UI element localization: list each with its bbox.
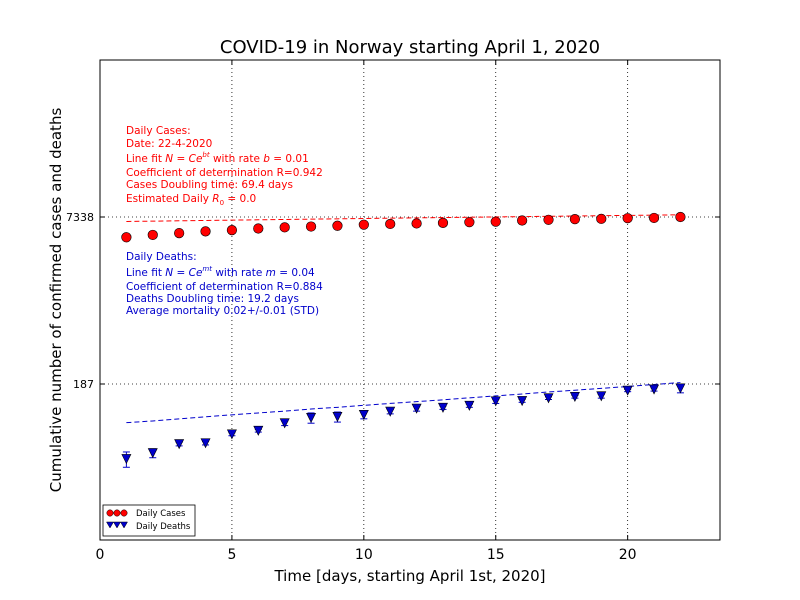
y-axis-label: Cumulative number of confirmed cases and… xyxy=(47,108,65,493)
deaths-point xyxy=(675,383,686,394)
x-tick-label: 0 xyxy=(96,547,105,563)
deaths-annotation: Daily Deaths: Line fit N = Cemt with rat… xyxy=(126,251,323,317)
deaths-fit: Line fit N = Cemt with rate m = 0.04 xyxy=(126,265,315,279)
x-tick-label: 15 xyxy=(487,547,505,563)
deaths-doubling-time: Deaths Doubling time: 19.2 days xyxy=(126,293,299,305)
deaths-point xyxy=(332,411,343,422)
legend-cases-label: Daily Cases xyxy=(136,509,186,519)
cases-heading: Daily Cases: xyxy=(126,125,191,137)
legend-cases-marker xyxy=(106,509,128,517)
cases-point xyxy=(622,213,633,224)
grid-lines xyxy=(100,60,720,540)
deaths-coefficient: Coefficient of determination R=0.884 xyxy=(126,281,323,293)
deaths-point xyxy=(543,393,554,404)
cases-fit: Line fit N = Cebt with rate b = 0.01 xyxy=(126,151,309,165)
deaths-point xyxy=(596,391,607,402)
deaths-point xyxy=(490,396,501,407)
deaths-point xyxy=(464,400,475,411)
deaths-point xyxy=(174,439,185,450)
cases-annotation: Daily Cases: Date: 22-4-2020 Line fit N … xyxy=(126,125,323,207)
deaths-fit-line xyxy=(126,382,681,424)
deaths-point xyxy=(622,385,633,396)
cases-point xyxy=(543,214,554,225)
legend-deaths-marker xyxy=(106,521,128,529)
deaths-point xyxy=(517,396,528,407)
deaths-point xyxy=(358,410,369,420)
cases-point xyxy=(358,219,369,230)
cases-point xyxy=(226,225,238,236)
cases-point xyxy=(174,228,185,239)
cases-point xyxy=(569,214,580,225)
deaths-point xyxy=(306,412,317,423)
cases-point xyxy=(121,232,132,243)
axis-ticks: 0 5 10 15 20 7338 187 xyxy=(66,60,720,563)
cases-point xyxy=(147,229,158,241)
chart-title: COVID-19 in Norway starting April 1, 202… xyxy=(220,37,600,58)
cases-point xyxy=(648,212,660,224)
cases-point xyxy=(411,218,422,229)
cases-point xyxy=(675,211,686,223)
y-tick-label: 187 xyxy=(73,378,94,391)
deaths-heading: Daily Deaths: xyxy=(126,251,197,263)
x-tick-label: 10 xyxy=(355,547,373,563)
cases-point xyxy=(279,222,290,233)
cases-point xyxy=(596,213,607,224)
cases-point xyxy=(437,217,449,228)
deaths-mortality: Average mortality 0.02+/-0.01 (STD) xyxy=(126,305,319,317)
cases-date: Date: 22-4-2020 xyxy=(126,138,212,150)
cases-point xyxy=(200,226,211,237)
cases-point xyxy=(464,217,475,228)
legend-deaths-label: Daily Deaths xyxy=(136,522,191,532)
cases-point xyxy=(332,220,343,231)
deaths-point xyxy=(569,392,580,403)
deaths-point xyxy=(649,384,660,395)
cases-doubling-time: Cases Doubling time: 69.4 days xyxy=(126,179,293,191)
x-tick-label: 5 xyxy=(227,547,236,563)
legend: Daily Cases Daily Deaths xyxy=(102,504,196,537)
deaths-point xyxy=(411,403,422,414)
data-markers xyxy=(121,211,686,465)
cases-point xyxy=(385,218,396,230)
cases-coefficient: Coefficient of determination R=0.942 xyxy=(126,167,323,179)
deaths-point xyxy=(253,425,264,436)
x-axis-label: Time [days, starting April 1st, 2020] xyxy=(273,567,545,585)
deaths-point xyxy=(279,418,290,429)
deaths-point xyxy=(121,454,132,465)
deaths-point xyxy=(385,406,396,417)
cases-fit-line xyxy=(126,214,681,222)
deaths-point xyxy=(147,448,158,459)
cases-point xyxy=(305,221,317,232)
y-tick-label: 7338 xyxy=(66,211,94,224)
x-tick-label: 20 xyxy=(619,547,637,563)
cases-point xyxy=(253,223,264,234)
cases-point xyxy=(517,215,528,226)
cases-point xyxy=(490,216,501,227)
fit-lines xyxy=(126,214,681,424)
cases-r0: Estimated Daily R0 = 0.0 xyxy=(126,193,256,207)
plot-frame xyxy=(99,59,721,541)
deaths-point xyxy=(437,402,448,413)
deaths-point xyxy=(226,429,237,440)
deaths-point xyxy=(200,438,211,449)
